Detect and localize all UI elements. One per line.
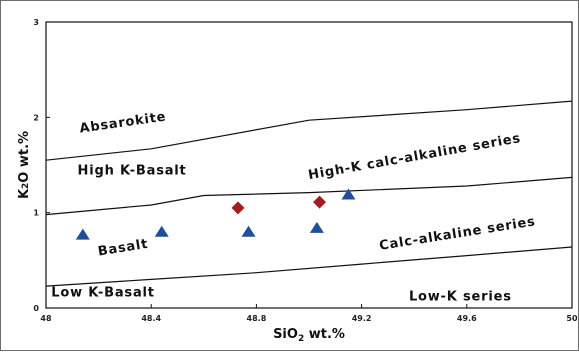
y-axis-title: K2O wt.%: [17, 131, 32, 199]
triangle-point-3: [309, 221, 324, 233]
boundary-line-0: [45, 246, 573, 287]
boundary-lines: [45, 100, 573, 287]
boundary-line-2: [45, 100, 573, 161]
triangle-point-1: [154, 225, 169, 237]
x-axis-label-sub: 2: [298, 334, 304, 344]
x-tick-label-2: 48.8: [247, 314, 267, 323]
x-axis-label-unit: wt.%: [304, 327, 345, 342]
diamond-point-1: [313, 195, 327, 209]
diamond-point-0: [231, 201, 245, 215]
boundary-line-1: [45, 176, 573, 216]
data-points: [75, 188, 356, 240]
x-tick-label-0: 48: [40, 314, 52, 323]
field-label-6: Low-K series: [409, 289, 512, 304]
x-axis-title: SiO2 wt.%: [273, 327, 345, 344]
plot-area: [45, 21, 573, 309]
triangle-point-2: [241, 225, 256, 237]
y-tick-label-0: 0: [33, 304, 39, 313]
x-axis-ticks: 48 48.4 48.8 49.2 49.6 50: [40, 304, 578, 323]
x-tick-label-4: 49.6: [457, 314, 477, 323]
y-axis-label-sub: 2: [21, 183, 31, 189]
x-tick-label-1: 48.4: [141, 314, 161, 323]
y-axis-ticks: 0 1 2 3: [33, 18, 50, 313]
x-tick-label-3: 49.2: [352, 314, 372, 323]
x-tick-label-5: 50: [566, 314, 578, 323]
y-tick-label-2: 2: [33, 113, 39, 122]
y-tick-label-3: 3: [33, 18, 39, 27]
x-axis-label: SiO: [273, 327, 298, 342]
y-axis-label: K: [17, 188, 32, 199]
y-axis-label-unit: O wt.%: [17, 131, 32, 183]
field-label-1: High K-Basalt: [78, 164, 187, 179]
triangle-point-4: [341, 188, 356, 200]
field-label-3: Low K-Basalt: [51, 286, 155, 301]
y-tick-label-1: 1: [33, 209, 39, 218]
triangle-point-0: [75, 228, 90, 240]
